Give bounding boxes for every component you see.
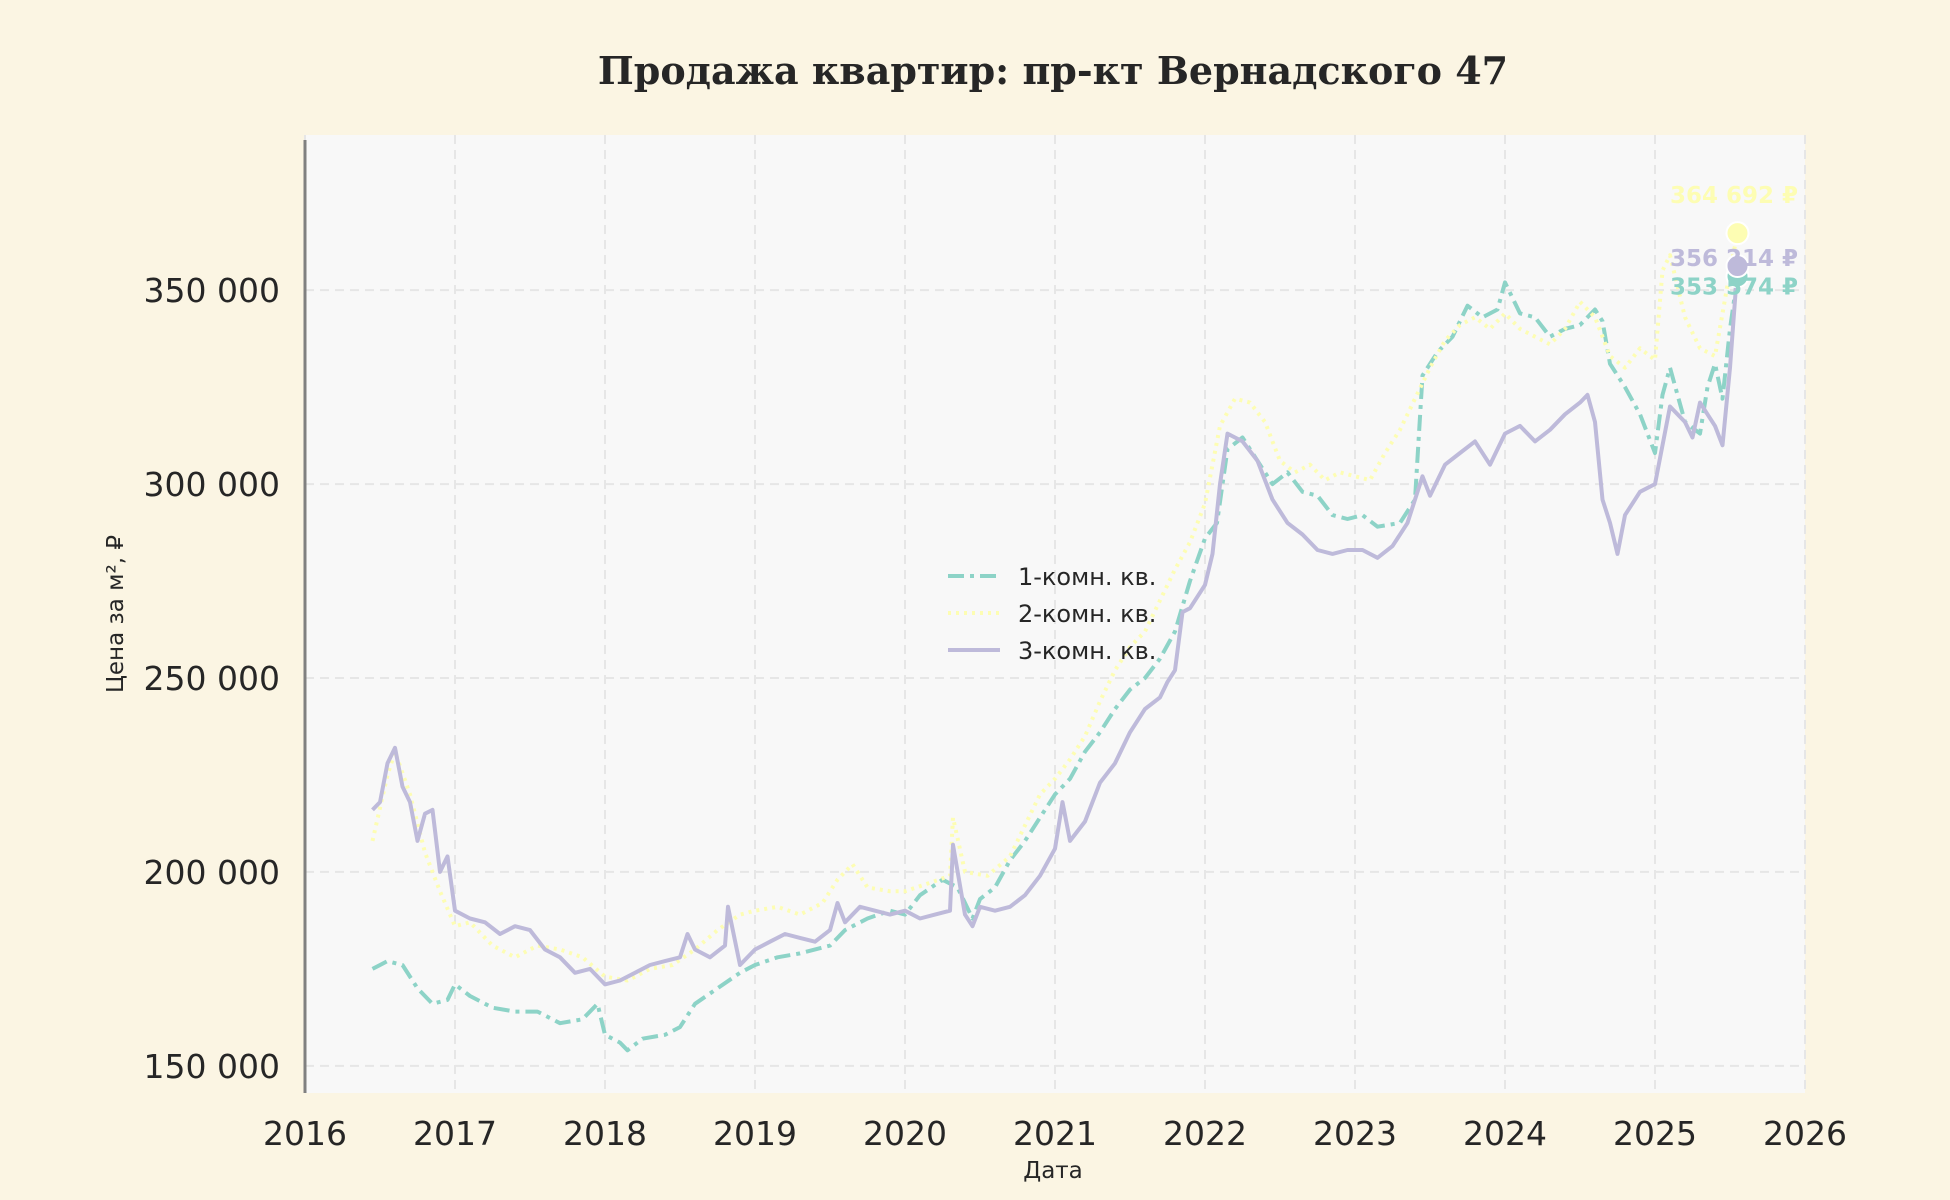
y-axis-label: Цена за м², ₽ — [103, 535, 129, 693]
endpoint-marker-2 — [1725, 221, 1750, 246]
y-tick-label: 350 000 — [144, 271, 280, 310]
endpoint-label-3: 356 214 ₽ — [1670, 246, 1798, 272]
x-tick-label: 2019 — [713, 1114, 797, 1153]
x-tick-label: 2022 — [1163, 1114, 1247, 1153]
y-tick-label: 250 000 — [144, 659, 280, 698]
x-tick-label: 2016 — [263, 1114, 347, 1153]
legend-label-2: 2-комн. кв. — [1018, 600, 1156, 628]
endpoint-label-1: 353 574 ₽ — [1670, 274, 1798, 300]
endpoint-markers: 353 574 ₽ 364 692 ₽ 356 214 ₽ — [1670, 183, 1798, 300]
series-line-3 — [371, 265, 1740, 987]
x-tick-label: 2018 — [563, 1114, 647, 1153]
legend-label-1: 1-комн. кв. — [1018, 563, 1156, 591]
x-tick-label: 2017 — [413, 1114, 497, 1153]
endpoint-label-2: 364 692 ₽ — [1670, 183, 1798, 209]
series-line-2 — [370, 232, 1740, 983]
x-tick-label: 2025 — [1613, 1114, 1697, 1153]
x-axis-label: Дата — [1023, 1158, 1083, 1184]
series-lines — [370, 232, 1740, 1053]
series-line-1 — [371, 276, 1740, 1053]
endpoint-marker-3 — [1725, 254, 1750, 279]
y-tick-label: 200 000 — [144, 853, 280, 892]
y-tick-label: 150 000 — [144, 1047, 280, 1086]
x-tick-label: 2020 — [863, 1114, 947, 1153]
y-axis-ticks: 150 000 200 000 250 000 300 000 350 000 — [144, 271, 280, 1086]
y-tick-label: 300 000 — [144, 465, 280, 504]
legend-label-3: 3-комн. кв. — [1018, 637, 1156, 665]
x-tick-label: 2021 — [1013, 1114, 1097, 1153]
x-tick-label: 2026 — [1763, 1114, 1847, 1153]
legend: 1-комн. кв. 2-комн. кв. 3-комн. кв. — [948, 563, 1156, 665]
x-axis-ticks: 2016 2017 2018 2019 2020 2021 2022 2023 2024 2025… — [263, 1114, 1847, 1153]
x-tick-label: 2023 — [1313, 1114, 1397, 1153]
chart-title: Продажа квартир: пр-кт Вернадского 47 — [598, 48, 1508, 93]
x-tick-label: 2024 — [1463, 1114, 1547, 1153]
